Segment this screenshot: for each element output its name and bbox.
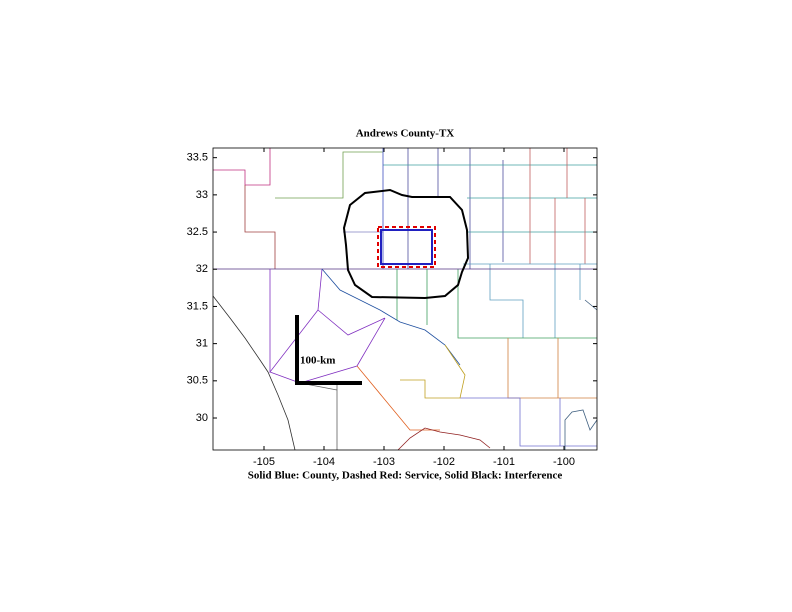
y-tick-label: 32.5 [187,226,208,238]
y-tick-label: 32 [196,263,208,275]
y-tick-label: 33.5 [187,152,208,164]
caption: Solid Blue: County, Dashed Red: Service,… [248,470,563,482]
x-tick-label: -102 [433,456,455,468]
x-tick-label: -103 [373,456,395,468]
county-lines [212,148,598,451]
x-tick-label: -104 [313,456,335,468]
x-tick-label: -100 [553,456,575,468]
x-tick-label: -105 [253,456,275,468]
plot-frame [212,147,598,451]
y-tick-label: 30.5 [187,375,208,387]
scale-label: 100-km [300,355,335,367]
interference-contour [342,188,470,300]
chart-title: Andrews County-TX [356,128,455,140]
county-boundary [380,229,433,265]
y-tick-label: 33 [196,189,208,201]
x-tick-label: -101 [493,456,515,468]
service-area [377,226,436,268]
y-tick-label: 30 [196,412,208,424]
scale-bar [295,315,362,385]
y-tick-label: 31.5 [187,300,208,312]
y-tick-label: 31 [196,338,208,350]
